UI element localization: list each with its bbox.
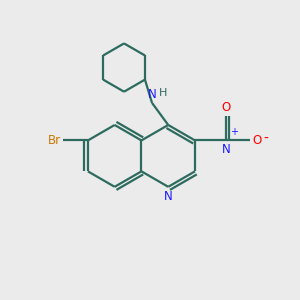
Text: Br: Br: [48, 134, 62, 147]
Text: O: O: [221, 101, 230, 114]
Text: N: N: [221, 143, 230, 156]
Text: -: -: [263, 132, 268, 146]
Text: N: N: [164, 190, 172, 203]
Text: O: O: [252, 134, 262, 147]
Text: H: H: [159, 88, 167, 98]
Text: N: N: [148, 88, 156, 101]
Text: +: +: [230, 127, 238, 137]
